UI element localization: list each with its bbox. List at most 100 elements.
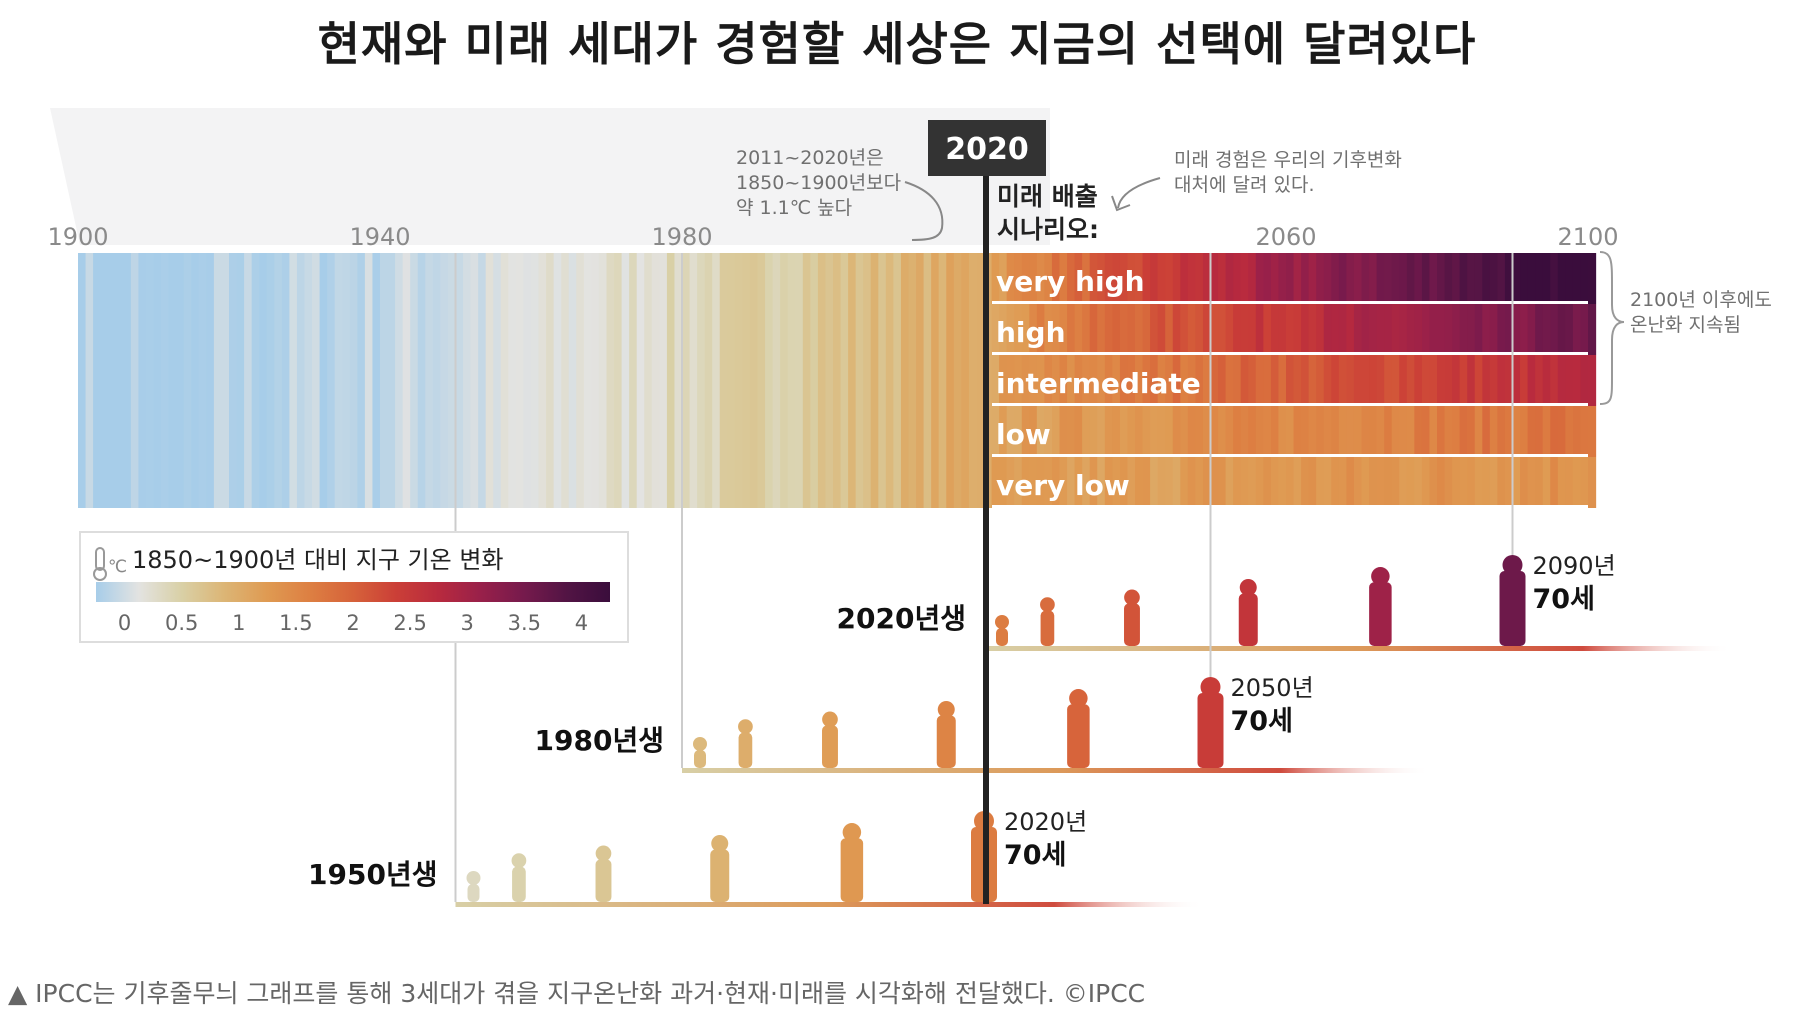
stripe-1924 xyxy=(259,253,268,508)
stripe-1927 xyxy=(281,253,290,508)
legend-unit: ℃ xyxy=(108,557,127,577)
stripe-1943 xyxy=(402,253,411,508)
stripe-1941 xyxy=(387,253,396,508)
person-icon xyxy=(995,615,1009,646)
stripe-1951 xyxy=(463,253,472,508)
stripe-1959 xyxy=(523,253,532,508)
stripe-1938 xyxy=(364,253,374,508)
stripe-1956 xyxy=(500,253,509,508)
person-icon xyxy=(595,845,612,902)
year-tick-label: 2100 xyxy=(1557,223,1618,251)
year-tick-label: 2060 xyxy=(1255,223,1316,251)
stripe-1905 xyxy=(115,253,124,508)
stripe-2019 xyxy=(976,253,985,508)
stripe-1976 xyxy=(651,253,660,508)
stripe-1978 xyxy=(666,253,676,508)
stripe-1922 xyxy=(244,253,253,508)
note-after2100-1: 2100년 이후에도 xyxy=(1630,289,1772,311)
note-past-2: 1850~1900년보다 xyxy=(736,172,901,194)
year-tick-label: 1900 xyxy=(47,223,108,251)
legend-tick-label: 2 xyxy=(346,611,359,635)
stripe-1961 xyxy=(538,253,547,508)
stripe-2014 xyxy=(938,253,947,508)
stripe-1934 xyxy=(334,253,343,508)
person-icon xyxy=(1067,689,1090,768)
stripe-1921 xyxy=(236,253,245,508)
age-label: 70세 xyxy=(1004,840,1066,871)
stripe-2004 xyxy=(863,253,872,508)
stripe-1995 xyxy=(795,253,804,508)
stripe-1954 xyxy=(485,253,494,508)
stripe-1962 xyxy=(546,253,555,508)
scenario-band-very-low: very low xyxy=(991,457,1597,508)
end-year-label: 2050년 xyxy=(1231,674,1314,702)
person-icon xyxy=(1040,597,1055,646)
stripe-2011 xyxy=(916,253,925,508)
stripe-2015 xyxy=(946,253,955,508)
stripe-1914 xyxy=(183,253,192,508)
stripe-1915 xyxy=(191,253,200,508)
stripe-1937 xyxy=(357,253,366,508)
legend-tick-label: 1 xyxy=(232,611,245,635)
stripe-1986 xyxy=(727,253,736,508)
person-icon xyxy=(511,853,527,902)
stripe-1957 xyxy=(508,253,517,508)
stripe-1923 xyxy=(251,253,260,508)
scenario-band-very-high: very high xyxy=(991,253,1597,304)
person-icon xyxy=(738,719,753,768)
legend-ticks: 0 0.5 1 1.5 2 2.5 3 3.5 4 xyxy=(118,611,588,635)
marker-2020-box xyxy=(928,120,1046,176)
stripe-1928 xyxy=(289,253,298,508)
stripe-1996 xyxy=(802,253,811,508)
after2100-brace xyxy=(1599,251,1625,405)
stripe-1979 xyxy=(674,253,683,508)
stripe-1918 xyxy=(213,253,223,508)
stripe-1929 xyxy=(296,253,306,508)
person-icon xyxy=(1499,555,1526,646)
stripe-2018 xyxy=(968,253,978,508)
person-icon xyxy=(693,737,707,768)
stripe-1935 xyxy=(342,253,351,508)
stripe-1980 xyxy=(682,253,691,508)
stripe-1963 xyxy=(553,253,562,508)
stripe-2012 xyxy=(923,253,932,508)
stripe-1909 xyxy=(145,253,155,508)
stripe-2006 xyxy=(878,253,887,508)
note-past-3: 약 1.1℃ 높다 xyxy=(736,197,852,219)
stripe-1992 xyxy=(772,253,781,508)
stripe-1942 xyxy=(395,253,404,508)
stripe-1977 xyxy=(659,253,668,508)
stripe-1945 xyxy=(417,253,426,508)
person-icon xyxy=(1369,567,1392,646)
scenario-label: very high xyxy=(996,265,1145,298)
stripe-1936 xyxy=(349,253,358,508)
infographic-title: 현재와 미래 세대가 경험할 세상은 지금의 선택에 달려있다 xyxy=(317,17,1477,71)
stripe-1906 xyxy=(123,253,132,508)
note-past-1: 2011~2020년은 xyxy=(736,147,884,169)
stripe-1926 xyxy=(274,253,283,508)
stripe-2002 xyxy=(848,253,857,508)
stripe-1916 xyxy=(198,253,207,508)
stripe-1948 xyxy=(440,253,449,508)
note-future-1: 미래 경험은 우리의 기후변화 xyxy=(1174,149,1402,171)
stripe-1983 xyxy=(704,253,713,508)
stripe-1998 xyxy=(817,253,827,508)
birth-label: 1980년생 xyxy=(535,724,664,757)
end-year-label: 2020년 xyxy=(1004,808,1087,836)
generation-2020: 2020년생 2090년 70세 xyxy=(837,253,1733,651)
past-stripes xyxy=(78,253,993,508)
scenario-heading-1: 미래 배출 xyxy=(997,182,1098,211)
scenario-bands: very high high intermediate low very low xyxy=(991,253,1597,508)
stripe-1920 xyxy=(229,253,238,508)
note-past-bracket xyxy=(904,181,944,241)
stripe-1930 xyxy=(304,253,313,508)
stripe-1966 xyxy=(576,253,585,508)
stripe-1904 xyxy=(108,253,117,508)
age-label: 70세 xyxy=(1533,584,1595,615)
stripe-2000 xyxy=(833,253,842,508)
stripe-1981 xyxy=(689,253,698,508)
stripe-1947 xyxy=(432,253,441,508)
person-icon xyxy=(1197,677,1224,768)
birth-label: 2020년생 xyxy=(837,602,966,635)
marker-2020-label: 2020 xyxy=(945,132,1029,167)
